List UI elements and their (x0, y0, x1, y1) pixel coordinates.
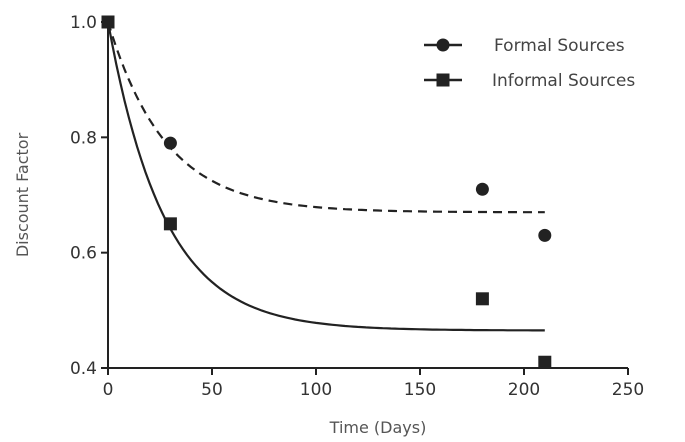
legend-marker-square (436, 73, 450, 87)
legend-item-formal: Formal Sources (424, 36, 625, 56)
fit-curve-formal (106, 21, 545, 214)
x-tick-label: 200 (508, 380, 540, 400)
point-formal (475, 182, 489, 196)
y-tick-label: 0.6 (70, 244, 97, 264)
legend-marker-circle (436, 38, 450, 52)
fit-curve-informal (106, 21, 545, 332)
y-ticks: 0.4 0.6 0.8 1.0 (70, 13, 108, 379)
point-informal (475, 292, 489, 306)
x-axis-label: Time (Days) (329, 418, 427, 437)
point-formal (163, 136, 177, 150)
y-tick-label: 0.8 (70, 128, 97, 148)
point-informal (163, 217, 177, 231)
y-axis-label: Discount Factor (13, 132, 32, 257)
x-tick-label: 0 (103, 380, 114, 400)
point-informal (101, 15, 115, 29)
x-tick-label: 50 (201, 380, 223, 400)
legend-item-informal: Informal Sources (424, 71, 635, 91)
x-ticks: 0 50 100 150 200 250 (103, 368, 644, 400)
x-tick-label: 150 (404, 380, 436, 400)
fit-curves (106, 21, 545, 332)
point-informal (538, 355, 552, 369)
data-points (101, 15, 552, 369)
x-tick-label: 100 (300, 380, 332, 400)
legend: Formal Sources Informal Sources (424, 36, 635, 91)
y-tick-label: 0.4 (70, 359, 97, 379)
y-tick-label: 1.0 (70, 13, 97, 33)
legend-label-formal: Formal Sources (494, 36, 625, 56)
x-tick-label: 250 (612, 380, 644, 400)
point-formal (538, 228, 552, 242)
legend-label-informal: Informal Sources (492, 71, 635, 91)
